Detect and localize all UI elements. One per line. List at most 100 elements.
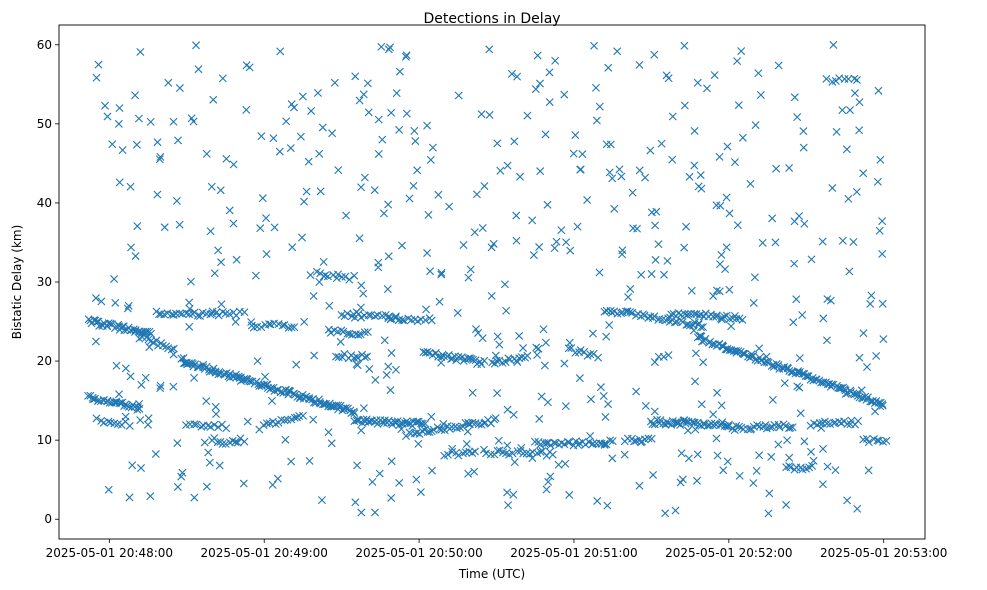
point-1043 [535,414,544,423]
point-776 [730,426,739,435]
point-883 [595,102,604,111]
point-851 [560,90,569,99]
point-1104 [691,425,700,434]
point-494 [519,449,528,458]
point-910 [454,91,463,100]
chart-title: Detections in Delay [423,11,560,27]
point-1288 [302,187,311,196]
point-1033 [772,164,781,173]
point-517 [565,438,574,447]
point-879 [114,119,123,128]
point-463 [458,449,467,458]
point-1090 [768,395,777,404]
point-1161 [91,337,100,346]
point-228 [197,422,206,431]
point-1187 [309,415,318,424]
point-1378 [683,426,692,435]
point-938 [464,273,473,282]
point-1312 [859,329,868,338]
point-1124 [217,258,226,267]
point-882 [256,224,265,233]
point-295 [326,328,335,337]
point-394 [423,347,432,356]
y-tick-label-6: 60 [37,38,52,52]
point-301 [345,329,354,338]
point-1234 [328,129,337,138]
point-413 [464,354,473,363]
point-1012 [363,79,372,88]
point-834 [850,74,859,83]
point-832 [840,74,849,83]
point-1166 [136,47,145,56]
point-1271 [172,196,181,205]
point-1240 [680,101,689,110]
point-1088 [91,294,100,303]
point-1203 [210,434,219,443]
point-1013 [489,239,498,248]
point-1185 [412,475,421,484]
point-1060 [156,152,165,161]
point-596 [650,420,659,429]
point-457 [491,414,500,423]
point-1018 [397,425,406,434]
point-431 [425,428,434,436]
point-1120 [365,364,374,373]
point-163 [255,381,264,390]
point-974 [531,85,540,94]
point-1225 [190,373,199,382]
point-691 [739,349,748,358]
point-869 [807,255,816,264]
point-251 [225,310,234,319]
point-1074 [380,336,389,345]
point-467 [471,447,480,456]
point-905 [459,241,468,249]
point-72 [99,418,108,427]
point-1277 [218,74,227,83]
point-1387 [715,152,724,161]
point-1319 [565,490,574,499]
point-961 [651,221,660,230]
point-497 [528,448,537,457]
point-1008 [268,480,277,489]
point-1389 [831,466,840,475]
point-956 [292,360,301,369]
point-1040 [144,414,153,423]
point-921 [725,209,734,218]
point-1156 [453,308,462,317]
point-1153 [799,127,808,136]
point-354 [379,419,388,428]
point-1262 [370,186,379,195]
point-1181 [749,298,758,307]
point-1191 [189,117,198,126]
point-1130 [300,197,309,206]
point-482 [480,445,488,454]
point-232 [210,420,219,429]
point-1291 [305,456,314,465]
point-213 [334,401,343,410]
point-906 [680,243,689,252]
y-axis: 0 10 20 30 40 50 60 [37,38,59,526]
point-1015 [229,219,238,228]
point-255 [240,308,249,317]
point-1188 [375,469,384,478]
point-809 [808,461,817,470]
point-319 [363,352,372,361]
point-827 [854,417,863,425]
point-1360 [533,51,542,60]
point-1384 [327,439,336,448]
point-1309 [800,437,809,446]
point-1154 [608,174,617,183]
point-402 [439,352,448,361]
point-1140 [807,447,816,456]
point-1233 [845,267,854,276]
point-1230 [651,255,660,264]
point-962 [202,397,211,406]
point-351 [373,419,382,428]
point-462 [454,451,463,460]
point-816 [822,419,831,428]
point-1368 [307,106,316,115]
point-922 [641,173,650,182]
point-908 [282,117,291,126]
point-999 [528,216,537,225]
point-1245 [600,439,609,448]
